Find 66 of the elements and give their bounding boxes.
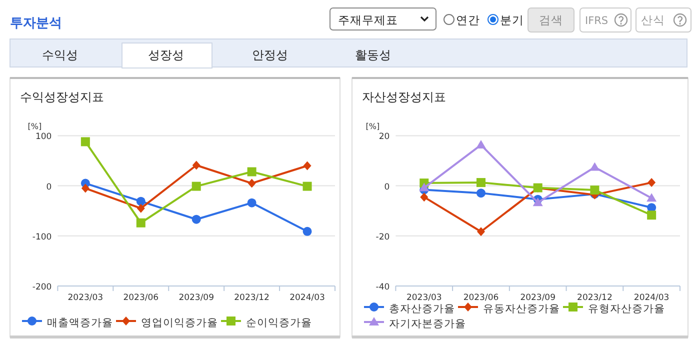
point — [136, 204, 145, 213]
x-tick-label: 2024/03 — [634, 293, 670, 303]
point — [247, 167, 256, 176]
point — [192, 214, 201, 224]
chart-title: 자산성장성지표 — [362, 90, 446, 104]
y-tick-label: -200 — [32, 282, 52, 292]
y-tick-label: -100 — [32, 232, 52, 242]
text: 연간 — [456, 13, 480, 27]
point — [476, 178, 486, 188]
point — [646, 193, 657, 202]
chart-title: 수익성장성지표 — [20, 90, 104, 104]
y-tick-label: 100 — [35, 132, 52, 142]
x-tick-label: 2023/03 — [68, 293, 104, 303]
point — [590, 186, 600, 195]
text: 성장성 — [148, 48, 184, 62]
text: IFRS — [585, 15, 608, 27]
point — [476, 227, 485, 236]
x-tick-label: 2023/09 — [178, 293, 214, 303]
point — [192, 160, 200, 170]
x-tick-label: 2023/03 — [406, 293, 442, 303]
x-tick-label: 2023/09 — [520, 293, 556, 303]
point — [302, 182, 312, 191]
point — [80, 137, 90, 146]
point — [192, 182, 201, 191]
point — [476, 188, 486, 198]
point — [136, 196, 146, 206]
point — [590, 162, 600, 171]
point — [647, 210, 656, 220]
y-tick-label: 0 — [384, 182, 390, 192]
y-tick-label: -20 — [376, 232, 390, 242]
x-tick-label: 2023/06 — [123, 293, 159, 303]
x-tick-label: 2023/12 — [234, 293, 270, 303]
text: 안정성 — [252, 48, 288, 62]
y-axis-title: [%] — [366, 122, 380, 131]
legend-label: 영업이익증가율 — [141, 317, 218, 329]
legend-label: 순이익증가율 — [246, 317, 312, 329]
y-tick-label: -40 — [376, 282, 390, 292]
x-tick-label: 2023/12 — [577, 293, 612, 303]
text: 산식 — [641, 13, 665, 27]
point — [302, 226, 312, 236]
text: 검색 — [539, 13, 563, 27]
point — [419, 182, 430, 192]
text: 분기 — [500, 13, 524, 27]
legend-label: 자기자본증가율 — [389, 318, 466, 330]
text: 활동성 — [355, 48, 391, 62]
legend-label: 유형자산증가율 — [588, 303, 665, 315]
point — [532, 198, 543, 206]
legend-label: 매출액증가율 — [47, 317, 113, 329]
x-tick-label: 2023/06 — [463, 293, 499, 303]
point — [420, 192, 428, 202]
x-tick-label: 2024/03 — [290, 293, 325, 303]
point — [248, 178, 256, 188]
legend-label: 유동자산증가율 — [483, 303, 560, 315]
y-tick-label: 20 — [378, 132, 390, 142]
y-tick-label: 0 — [46, 182, 52, 192]
legend-label: 총자산증가율 — [389, 303, 455, 315]
text: 투자분석 — [10, 16, 62, 31]
point — [81, 184, 90, 193]
point — [247, 198, 256, 208]
y-axis-title: [%] — [28, 122, 42, 131]
point — [136, 218, 146, 228]
text: 주재무제표 — [338, 13, 398, 27]
text: 수익성 — [42, 48, 78, 62]
point — [648, 178, 656, 188]
point — [303, 161, 312, 170]
point — [476, 140, 486, 148]
